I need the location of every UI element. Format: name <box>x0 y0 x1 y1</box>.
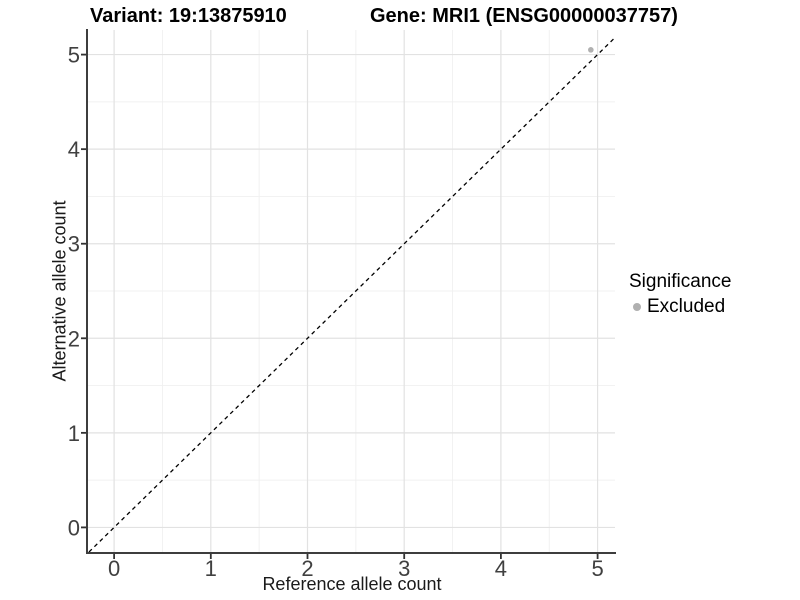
y-axis-title: Alternative allele count <box>49 200 70 382</box>
svg-text:1: 1 <box>68 421 80 446</box>
svg-text:4: 4 <box>68 137 80 162</box>
legend-entry-label: Excluded <box>647 296 726 317</box>
svg-text:3: 3 <box>68 232 80 257</box>
svg-text:2: 2 <box>68 326 80 351</box>
x-axis-title: Reference allele count <box>262 574 442 594</box>
svg-text:5: 5 <box>591 556 603 581</box>
svg-text:1: 1 <box>205 556 217 581</box>
svg-text:2: 2 <box>301 556 313 581</box>
legend-title: Significance <box>629 271 732 292</box>
legend-key-dot-icon <box>633 303 641 311</box>
legend-entry-excluded: Excluded <box>629 296 731 317</box>
svg-text:0: 0 <box>108 556 120 581</box>
svg-text:3: 3 <box>398 556 410 581</box>
svg-text:4: 4 <box>495 556 507 581</box>
plot-title-gene: Gene: MRI1 (ENSG00000037757) <box>370 5 678 27</box>
plot-title-variant: Variant: 19:13875910 <box>90 5 287 27</box>
legend: Significance Excluded <box>629 271 731 317</box>
svg-text:0: 0 <box>68 515 80 540</box>
svg-text:5: 5 <box>68 43 80 68</box>
